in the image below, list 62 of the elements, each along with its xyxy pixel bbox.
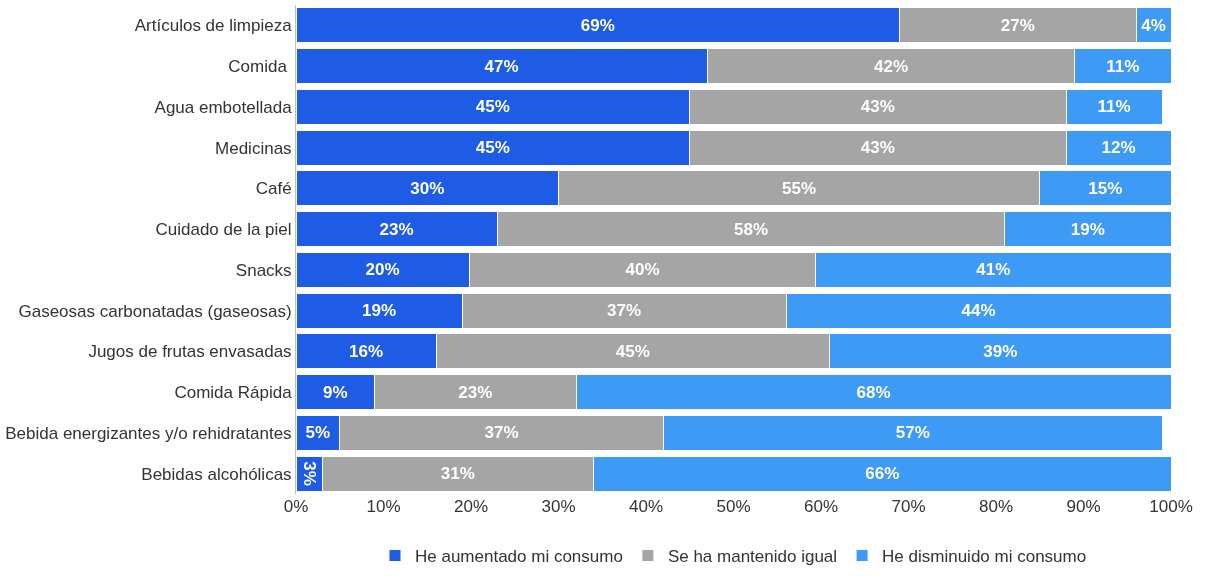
y-tick-label: Jugos de frutas envasadas (88, 342, 292, 362)
data-label: 69% (580, 15, 615, 35)
y-tick-label: Medicinas (215, 138, 292, 158)
legend-label: Se ha mantenido igual (667, 547, 838, 567)
data-label: 45% (475, 138, 510, 158)
data-label: 41% (976, 260, 1011, 280)
data-label: 40% (625, 260, 660, 280)
data-label: 58% (733, 219, 769, 239)
data-label: 23% (379, 219, 414, 239)
legend-label: He aumentado mi consumo (415, 547, 623, 567)
data-label: 37% (607, 301, 642, 321)
data-label: 30% (410, 178, 445, 198)
data-label: 45% (475, 97, 510, 117)
x-tick-label: 50% (716, 497, 751, 516)
data-label: 23% (458, 382, 493, 402)
data-label: 3% (299, 461, 319, 486)
data-label: 43% (860, 97, 895, 117)
data-label: 43% (860, 138, 895, 158)
data-label: 66% (865, 464, 900, 484)
y-tick-label: Café (255, 179, 292, 199)
data-label: 11% (1106, 56, 1140, 76)
x-tick-label: 100% (1149, 497, 1193, 516)
data-label: 55% (782, 178, 817, 198)
data-label: 9% (323, 382, 348, 402)
data-label: 12% (1101, 138, 1136, 158)
y-tick-label: Artículos de limpieza (134, 16, 293, 36)
y-tick-label: Comida (228, 57, 292, 77)
x-tick-label: 30% (541, 497, 576, 516)
x-tick-label: 90% (1066, 497, 1101, 516)
y-tick-label: Bebida energizantes y/o rehidratantes (5, 423, 292, 443)
data-label: 11% (1097, 97, 1131, 117)
data-label: 16% (348, 341, 384, 361)
data-label: 4% (1141, 15, 1166, 35)
y-tick-label: Bebidas alcohólicas (141, 464, 292, 484)
legend-label: He disminuido mi consumo (882, 547, 1087, 567)
data-label: 20% (365, 260, 400, 280)
y-tick-label: Agua embotellada (154, 97, 293, 117)
y-tick-label: Snacks (235, 260, 292, 280)
x-tick-label: 20% (453, 497, 489, 516)
data-label: 37% (484, 423, 519, 443)
data-label: 19% (1070, 219, 1105, 239)
x-tick-label: 80% (978, 497, 1014, 516)
y-tick-label: Gaseosas carbonatadas (gaseosas) (18, 301, 292, 321)
data-label: 68% (856, 382, 891, 402)
data-label: 44% (961, 301, 996, 321)
y-tick-label: Comida Rápida (174, 383, 293, 403)
data-label: 15% (1088, 178, 1123, 198)
x-tick-label: 0% (283, 497, 309, 516)
x-tick-label: 40% (628, 497, 664, 516)
data-label: 27% (1000, 15, 1035, 35)
data-label: 5% (305, 423, 331, 443)
data-label: 31% (440, 464, 475, 484)
data-label: 45% (615, 341, 650, 361)
data-label: 19% (362, 301, 397, 321)
data-label: 47% (484, 56, 519, 76)
x-tick-label: 70% (891, 497, 926, 516)
data-label: 57% (895, 423, 930, 443)
data-label: 39% (983, 341, 1018, 361)
data-label: 42% (873, 56, 909, 76)
y-tick-label: Cuidado de la piel (155, 220, 292, 240)
x-tick-label: 60% (803, 497, 839, 516)
x-tick-label: 10% (366, 497, 401, 516)
